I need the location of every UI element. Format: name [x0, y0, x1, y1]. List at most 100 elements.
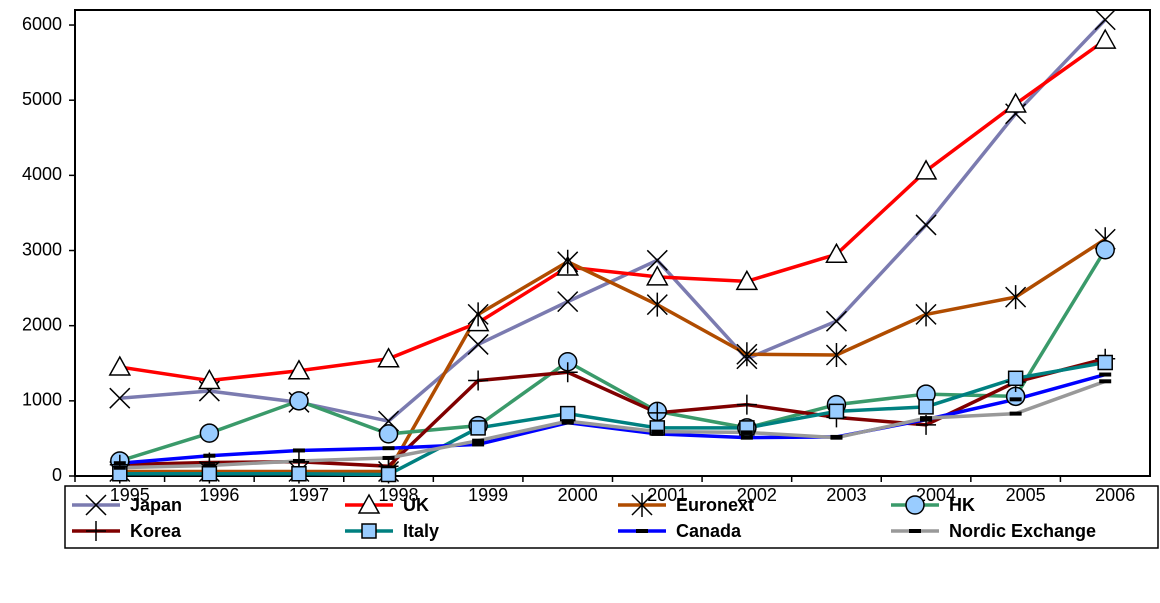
marker	[651, 429, 664, 434]
marker	[382, 455, 395, 460]
x-tick-label: 1998	[379, 485, 419, 505]
marker	[636, 529, 648, 533]
marker	[203, 463, 216, 468]
legend-label: Japan	[130, 495, 182, 515]
legend-label: UK	[403, 495, 429, 515]
marker	[825, 310, 847, 332]
marker-shape	[108, 355, 132, 376]
marker	[740, 435, 753, 440]
marker	[292, 448, 305, 453]
marker-shape	[380, 466, 397, 483]
legend-label: Italy	[403, 521, 439, 541]
marker-shape	[914, 159, 938, 180]
marker	[559, 405, 576, 422]
marker	[1007, 370, 1024, 387]
marker	[905, 495, 925, 515]
marker-shape	[920, 416, 933, 421]
series-line	[119, 360, 1106, 477]
series-line	[119, 18, 1107, 424]
marker	[915, 302, 937, 327]
marker-shape	[825, 310, 847, 332]
marker-shape	[828, 403, 845, 420]
marker	[646, 292, 668, 317]
marker	[1009, 411, 1022, 416]
legend-box	[64, 485, 1159, 549]
legend-label: Nordic Exchange	[949, 521, 1096, 541]
marker-shape	[382, 455, 395, 460]
marker-shape	[636, 529, 648, 533]
marker-shape	[203, 453, 216, 458]
legend-label: Korea	[130, 521, 182, 541]
marker-shape	[1097, 354, 1113, 371]
marker-shape	[915, 214, 937, 236]
marker-shape	[1004, 92, 1027, 113]
marker-shape	[201, 465, 218, 482]
series-line	[119, 38, 1107, 383]
legend-item: UK	[345, 493, 429, 515]
y-tick-label: 5000	[22, 89, 62, 109]
marker-shape	[646, 249, 668, 271]
marker-shape	[198, 369, 221, 390]
x-tick-label: 2001	[647, 485, 687, 505]
marker-shape	[113, 461, 126, 466]
marker-shape	[736, 394, 757, 415]
legend-label: HK	[949, 495, 975, 515]
marker	[85, 494, 107, 516]
marker-shape	[735, 269, 759, 291]
marker	[825, 342, 847, 367]
marker-shape	[292, 448, 305, 453]
marker-shape	[1094, 9, 1116, 31]
marker	[647, 402, 668, 423]
marker-shape	[740, 435, 753, 440]
marker	[1095, 240, 1115, 260]
marker-shape	[561, 419, 574, 424]
marker	[1094, 9, 1116, 31]
marker	[557, 362, 578, 383]
marker-shape	[909, 529, 921, 533]
marker-shape	[357, 493, 381, 514]
marker-shape	[905, 495, 925, 515]
marker	[920, 416, 933, 421]
marker-shape	[1099, 379, 1112, 384]
marker	[357, 493, 381, 514]
marker-shape	[472, 438, 485, 443]
marker-shape	[646, 292, 668, 317]
marker	[291, 465, 307, 482]
marker	[631, 493, 653, 517]
y-tick-label: 4000	[22, 164, 62, 184]
series-line	[119, 379, 1106, 470]
marker-shape	[289, 391, 309, 411]
marker	[909, 529, 921, 533]
marker	[380, 466, 397, 483]
x-tick-label: 1999	[468, 485, 508, 505]
marker-shape	[378, 424, 399, 444]
marker	[199, 423, 220, 443]
marker	[1093, 28, 1117, 49]
marker-shape	[109, 387, 131, 409]
marker	[1005, 285, 1027, 310]
marker	[292, 458, 305, 463]
x-tick-label: 1996	[199, 485, 239, 505]
marker-shape	[377, 347, 400, 368]
marker-shape	[651, 429, 664, 434]
x-tick-label: 2006	[1095, 485, 1135, 505]
legend-item: Korea	[72, 521, 182, 541]
marker-shape	[1099, 372, 1112, 377]
x-tick-label: 2005	[1006, 485, 1046, 505]
marker-shape	[830, 435, 843, 440]
marker	[377, 347, 400, 368]
marker-shape	[472, 442, 485, 447]
x-tick-label: 1995	[110, 485, 150, 505]
marker	[1099, 379, 1112, 384]
marker	[198, 369, 221, 390]
legend-item: Canada	[618, 521, 742, 541]
legend-label: Canada	[676, 521, 742, 541]
marker-shape	[1007, 370, 1024, 387]
legend-item: Italy	[345, 521, 439, 541]
legend-item: Euronext	[618, 493, 754, 517]
y-tick-label: 6000	[22, 14, 62, 34]
marker	[201, 465, 218, 482]
x-tick-label: 2002	[737, 485, 777, 505]
marker	[382, 446, 395, 451]
marker-shape	[918, 399, 934, 415]
